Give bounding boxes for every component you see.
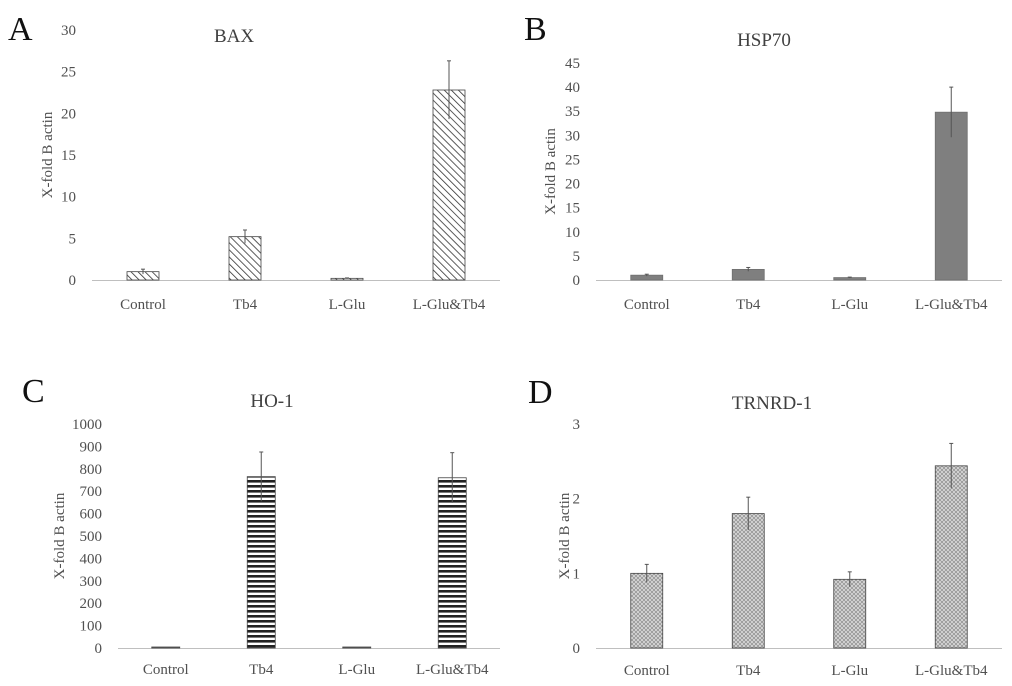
chart-title: TRNRD-1 — [732, 393, 812, 414]
x-category-label: L-Glu&Tb4 — [915, 297, 988, 313]
y-tick-label: 10 — [61, 190, 76, 206]
x-category-label: L-Glu — [831, 297, 868, 313]
y-axis-label: X-fold B actin — [557, 492, 573, 579]
y-tick-label: 0 — [573, 641, 581, 657]
x-category-label: L-Glu&Tb4 — [413, 297, 486, 313]
y-axis-label: X-fold B actin — [543, 128, 559, 215]
bar-l-glu-tb4 — [934, 111, 968, 281]
chart-title: HSP70 — [737, 30, 791, 51]
y-axis-label: X-fold B actin — [40, 111, 56, 198]
bar-tb4 — [731, 513, 765, 649]
panel-letter: A — [8, 11, 33, 48]
y-tick-label: 20 — [61, 106, 76, 122]
y-tick-label: 15 — [565, 201, 580, 217]
y-tick-label: 25 — [61, 65, 76, 81]
y-tick-label: 0 — [69, 273, 77, 289]
bar-tb4 — [228, 236, 262, 281]
x-category-label: Tb4 — [736, 297, 761, 313]
x-category-label: Control — [624, 663, 670, 679]
panel-letter: C — [22, 373, 45, 410]
bar-l-glu-tb4 — [437, 477, 467, 649]
x-category-label: L-Glu — [831, 663, 868, 679]
x-category-label: L-Glu — [329, 297, 366, 313]
y-tick-label: 3 — [573, 417, 581, 433]
chart-panel-d: D TRNRD-1 X-fold B actin 0 1 2 3 Control Tb4 L-Gl… — [528, 374, 1002, 679]
bar-tb4 — [246, 476, 276, 649]
chart-title: HO-1 — [250, 391, 293, 412]
y-tick-label: 500 — [80, 529, 103, 545]
x-category-label: Tb4 — [249, 662, 274, 678]
y-tick-label: 200 — [80, 596, 103, 612]
y-tick-label: 400 — [80, 551, 103, 567]
chart-panel-c: C HO-1 X-fold B actin 0 100 200 300 400 500 600 70… — [22, 373, 500, 678]
x-category-label: L-Glu&Tb4 — [915, 663, 988, 679]
y-tick-label: 10 — [565, 225, 580, 241]
y-tick-label: 1 — [573, 566, 581, 582]
y-tick-label: 5 — [69, 231, 77, 247]
bar-l-glu-tb4 — [432, 89, 466, 281]
y-tick-label: 600 — [80, 507, 103, 523]
y-tick-label: 700 — [80, 484, 103, 500]
y-tick-label: 2 — [573, 492, 581, 508]
y-tick-label: 900 — [80, 439, 103, 455]
x-category-label: Control — [143, 662, 189, 678]
y-tick-label: 30 — [565, 128, 580, 144]
y-tick-label: 15 — [61, 148, 76, 164]
y-tick-label: 1000 — [72, 417, 102, 433]
chart-panel-a: A BAX X-fold B actin 0 5 10 15 20 25 30 Control Tb4… — [8, 11, 500, 313]
x-category-label: Control — [624, 297, 670, 313]
y-axis-label: X-fold B actin — [52, 492, 68, 579]
chart-title: BAX — [214, 26, 254, 47]
x-category-label: Control — [120, 297, 166, 313]
x-category-label: L-Glu — [338, 662, 375, 678]
y-tick-label: 0 — [95, 641, 103, 657]
chart-panel-b: B HSP70 X-fold B actin 0 5 10 15 20 25 30 35 40 45 Co… — [524, 11, 1002, 313]
y-tick-label: 35 — [565, 104, 580, 120]
y-tick-label: 300 — [80, 574, 103, 590]
y-tick-label: 25 — [565, 152, 580, 168]
y-tick-label: 800 — [80, 462, 103, 478]
y-tick-label: 5 — [573, 249, 581, 265]
y-tick-label: 40 — [565, 80, 580, 96]
bar-l-glu — [833, 578, 867, 649]
panel-letter: B — [524, 11, 547, 48]
y-tick-label: 0 — [573, 273, 581, 289]
x-category-label: Tb4 — [233, 297, 258, 313]
x-category-label: Tb4 — [736, 663, 761, 679]
x-category-label: L-Glu&Tb4 — [416, 662, 489, 678]
y-tick-label: 20 — [565, 177, 580, 193]
panel-letter: D — [528, 374, 553, 411]
y-tick-label: 45 — [565, 56, 580, 72]
y-tick-label: 100 — [80, 619, 103, 635]
y-tick-label: 30 — [61, 23, 76, 39]
bar-control — [630, 572, 664, 649]
bar-l-glu-tb4 — [934, 465, 968, 649]
